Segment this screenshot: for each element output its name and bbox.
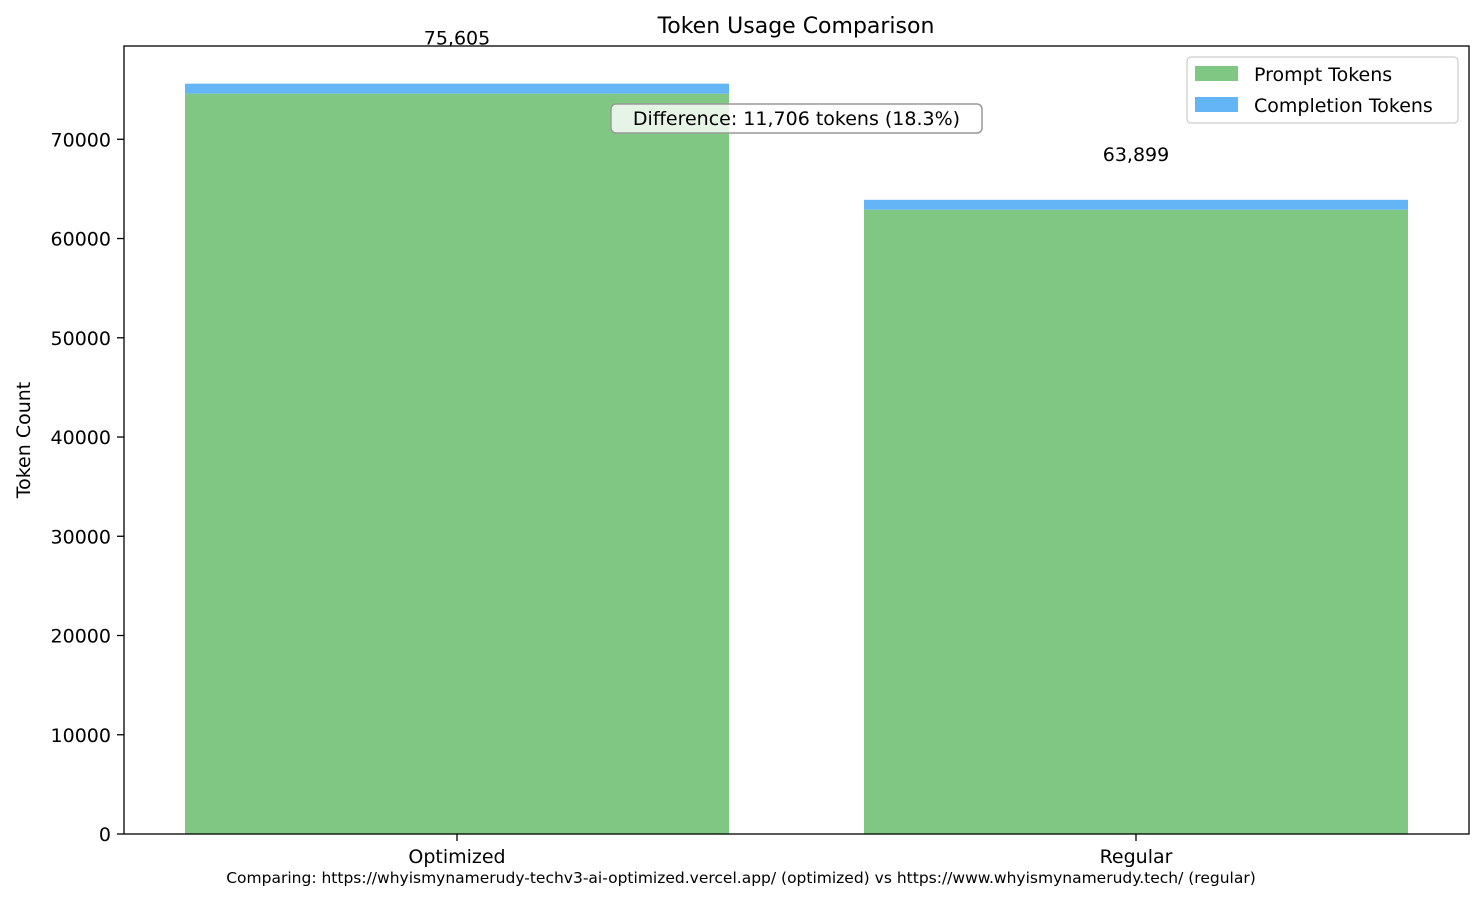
total-labels-layer: 75,605 63,899 [424, 28, 1169, 166]
bars-layer [185, 83, 1408, 835]
chart-title: Token Usage Comparison [657, 14, 935, 39]
legend-frame [1186, 56, 1459, 124]
bar-optimized-completion-tokens [185, 83, 729, 94]
y-tick-label-10000: 10000 [51, 725, 111, 747]
y-tick-label-50000: 50000 [51, 328, 111, 350]
bar-optimized-prompt-tokens [185, 93, 729, 835]
y-axis-label: Token Count [13, 382, 35, 500]
legend: Prompt Tokens Completion Tokens [1186, 56, 1459, 124]
x-tick-label-regular: Regular [1100, 846, 1173, 868]
footnote: Comparing: https://whyismynamerudy-techv… [226, 869, 1256, 887]
annotation-box [610, 103, 983, 134]
legend-label-completion-tokens: Completion Tokens [1254, 95, 1433, 117]
total-label-regular: 63,899 [1103, 144, 1169, 166]
bar-regular-prompt-tokens [864, 209, 1408, 834]
x-axis: Optimized Regular [408, 834, 1173, 868]
plot-area-frame [123, 45, 1470, 835]
y-axis: 0 10000 20000 30000 40000 50000 60000 70000 [51, 129, 124, 846]
legend-label-prompt-tokens: Prompt Tokens [1254, 64, 1392, 86]
y-tick-label-0: 0 [99, 824, 111, 846]
y-tick-label-40000: 40000 [51, 427, 111, 449]
x-tick-label-optimized: Optimized [408, 846, 505, 868]
bar-regular-completion-tokens [864, 199, 1408, 210]
y-tick-label-60000: 60000 [51, 229, 111, 251]
y-tick-label-30000: 30000 [51, 526, 111, 548]
total-label-optimized: 75,605 [424, 28, 490, 50]
legend-swatch-prompt-tokens [1195, 66, 1238, 81]
y-tick-label-70000: 70000 [51, 129, 111, 151]
difference-annotation: Difference: 11,706 tokens (18.3%) [610, 103, 983, 134]
legend-swatch-completion-tokens [1195, 97, 1238, 112]
annotation-text: Difference: 11,706 tokens (18.3%) [633, 108, 960, 130]
y-tick-label-20000: 20000 [51, 626, 111, 648]
